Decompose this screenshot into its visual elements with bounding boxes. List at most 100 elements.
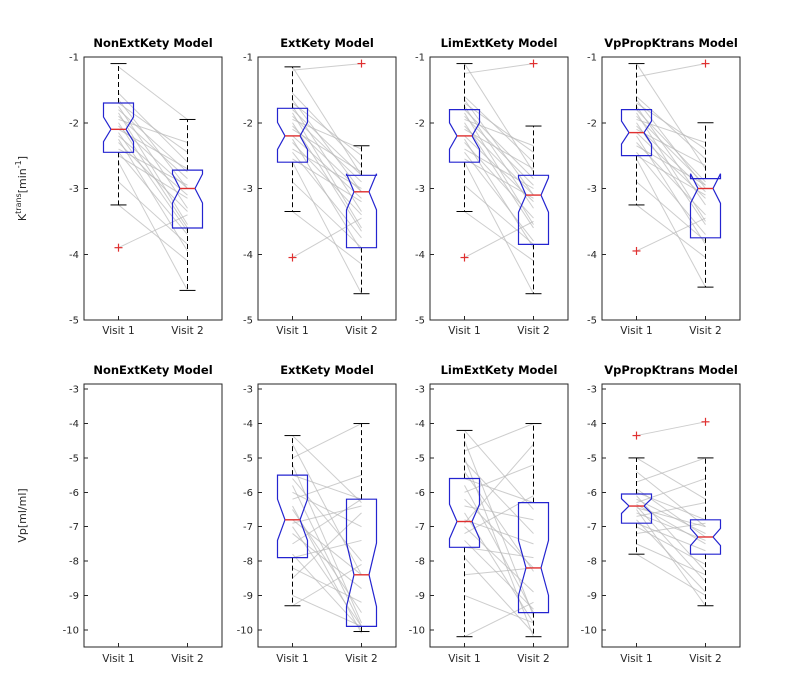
pair-line	[292, 505, 362, 524]
y-tick-label: -5	[69, 453, 79, 464]
axes-box	[601, 56, 741, 321]
y-tick-label: -5	[243, 316, 253, 327]
axes-box	[83, 56, 223, 321]
pair-line	[464, 128, 534, 170]
pair-line	[292, 498, 362, 545]
subplot-0-0: NonExtKety Model -1 -2 -3 -4 -5 Visit 1 Visit 2	[69, 36, 223, 337]
pair-line	[464, 601, 534, 638]
y-tick-label: -10	[581, 625, 597, 636]
x-tick-label: Visit 2	[517, 653, 549, 665]
y-tick-label: -4	[415, 419, 425, 430]
pair-line	[464, 99, 534, 196]
notched-box	[345, 173, 378, 249]
pair-line	[118, 155, 188, 199]
y-tick-label: -7	[587, 522, 597, 533]
y-tick-label: -5	[415, 453, 425, 464]
pair-line	[464, 478, 534, 504]
x-tick-label: Visit 2	[345, 653, 377, 665]
pair-line	[636, 115, 706, 186]
notched-box	[620, 108, 653, 157]
x-tick-label: Visit 2	[171, 653, 203, 665]
subplot-1-3: VpPropKtrans Model -3 -4 -5 -6 -7 -8 -9 -10 Visit…	[581, 363, 741, 665]
x-tick-label: Visit 1	[620, 325, 652, 337]
x-tick-label: Visit 1	[102, 325, 134, 337]
pair-line	[636, 526, 706, 565]
subplot-title: NonExtKety Model	[93, 363, 212, 377]
pair-line	[464, 125, 534, 196]
pair-line	[292, 102, 362, 157]
pair-line	[292, 217, 362, 258]
pair-line	[636, 495, 706, 572]
pair-line	[636, 158, 706, 288]
pair-line	[464, 63, 534, 173]
y-tick-label: -3	[415, 184, 425, 195]
y-tick-label: -2	[415, 118, 425, 129]
pair-line	[464, 122, 534, 229]
pair-line	[292, 423, 362, 459]
pair-line	[636, 102, 706, 150]
x-tick-label: Visit 1	[620, 653, 652, 665]
pair-line	[118, 181, 188, 245]
notched-box	[448, 108, 481, 163]
pair-line	[292, 112, 362, 229]
subplot-title: ExtKety Model	[280, 36, 374, 50]
pair-line	[636, 471, 706, 528]
pair-line	[292, 564, 362, 607]
pair-line	[636, 421, 706, 437]
pair-line	[464, 540, 534, 610]
y-axis-label: Vp[ml/ml]	[16, 488, 29, 542]
pair-line	[464, 430, 534, 510]
pair-line	[118, 112, 188, 225]
pair-line	[464, 152, 534, 242]
pair-line	[118, 161, 188, 291]
notched-box	[171, 169, 204, 229]
pair-line	[636, 505, 706, 583]
y-tick-label: -7	[415, 522, 425, 533]
pair-line	[636, 155, 706, 196]
x-tick-label: Visit 1	[276, 325, 308, 337]
pair-line	[464, 63, 534, 74]
pair-line	[636, 519, 706, 593]
pair-line	[636, 543, 706, 576]
pair-line	[636, 457, 706, 483]
subplot-title: VpPropKtrans Model	[604, 36, 738, 50]
pair-line	[292, 63, 362, 71]
x-tick-label: Visit 2	[517, 325, 549, 337]
pair-line	[636, 128, 706, 166]
subplot-1-0: NonExtKety Model -3 -4 -5 -6 -7 -8 -9 -10 Visit 1…	[63, 363, 223, 665]
notched-box	[345, 498, 378, 628]
subplot-1-2: LimExtKety Model -3 -4 -5 -6 -7 -8 -9 -10 Visit 1…	[409, 363, 569, 665]
x-tick-label: Visit 1	[276, 653, 308, 665]
pair-line	[464, 485, 534, 613]
pair-line	[636, 522, 706, 535]
y-tick-label: -5	[587, 453, 597, 464]
pair-line	[464, 148, 534, 189]
axes-box	[601, 383, 741, 648]
row-0: Ktrans[min-1] NonExtKety Model-1-2-3-4-5V…	[14, 36, 741, 337]
pair-line	[636, 502, 706, 517]
y-tick-label: -8	[69, 557, 79, 568]
y-tick-label: -2	[243, 118, 253, 129]
x-tick-label: Visit 1	[448, 325, 480, 337]
pair-line	[292, 491, 362, 528]
pair-line	[636, 478, 706, 504]
notched-box	[689, 173, 722, 239]
pair-line	[636, 204, 706, 258]
y-tick-label: -4	[69, 250, 79, 261]
y-tick-label: -10	[409, 625, 425, 636]
y-tick-label: -1	[415, 53, 425, 64]
pair-line	[292, 519, 362, 576]
pair-line	[292, 66, 362, 176]
pair-line	[464, 461, 534, 534]
pair-line	[636, 509, 706, 607]
pair-line	[636, 507, 706, 528]
pair-line	[292, 128, 362, 173]
pair-line	[118, 128, 188, 170]
pair-line	[118, 99, 188, 189]
subplot-title: ExtKety Model	[280, 363, 374, 377]
pair-line	[464, 109, 534, 179]
pair-line	[292, 122, 362, 232]
y-axis-label: Ktrans[min-1]	[14, 156, 29, 221]
y-tick-label: -6	[415, 488, 425, 499]
